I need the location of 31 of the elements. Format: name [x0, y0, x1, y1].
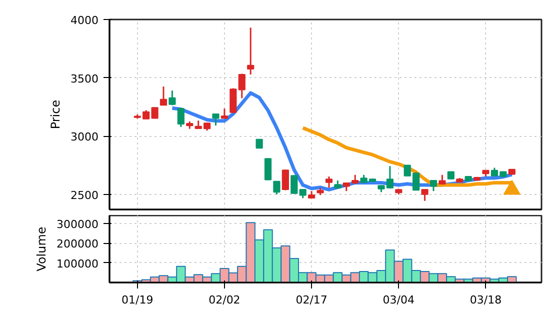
candlestick	[238, 72, 246, 99]
x-tick-label: 03/04	[382, 294, 415, 306]
candlestick	[168, 90, 176, 106]
y-tick-label: 200000	[56, 238, 99, 251]
candlestick	[325, 176, 333, 189]
candlestick	[421, 188, 428, 202]
candlestick	[264, 157, 272, 181]
candlestick	[299, 188, 306, 199]
line-series	[170, 91, 514, 192]
y-tick-label: 3000	[70, 130, 99, 144]
y-axis-title: Volume	[34, 226, 49, 272]
candlestick	[160, 86, 168, 106]
candlestick	[438, 174, 446, 186]
x-tick-label: 02/02	[208, 294, 240, 306]
x-tick-label: 03/18	[470, 294, 502, 306]
candlestick	[290, 174, 298, 195]
y-tick-label: 3500	[70, 72, 99, 86]
candlestick	[273, 180, 280, 196]
candlestick	[282, 168, 289, 192]
y-tick-label: 2500	[70, 188, 99, 202]
x-tick-label: 02/17	[296, 294, 328, 306]
y-axis-title: Price	[48, 100, 63, 130]
candlestick	[230, 88, 237, 114]
y-tick-label: 4000	[70, 14, 99, 27]
candlestick	[430, 179, 438, 192]
candlestick	[212, 112, 220, 126]
y-tick-label: 100000	[56, 257, 99, 270]
candlestick	[177, 107, 184, 128]
x-tick-label: 01/19	[122, 294, 154, 306]
candlestick	[247, 26, 254, 76]
y-tick-label: 300000	[56, 218, 99, 231]
